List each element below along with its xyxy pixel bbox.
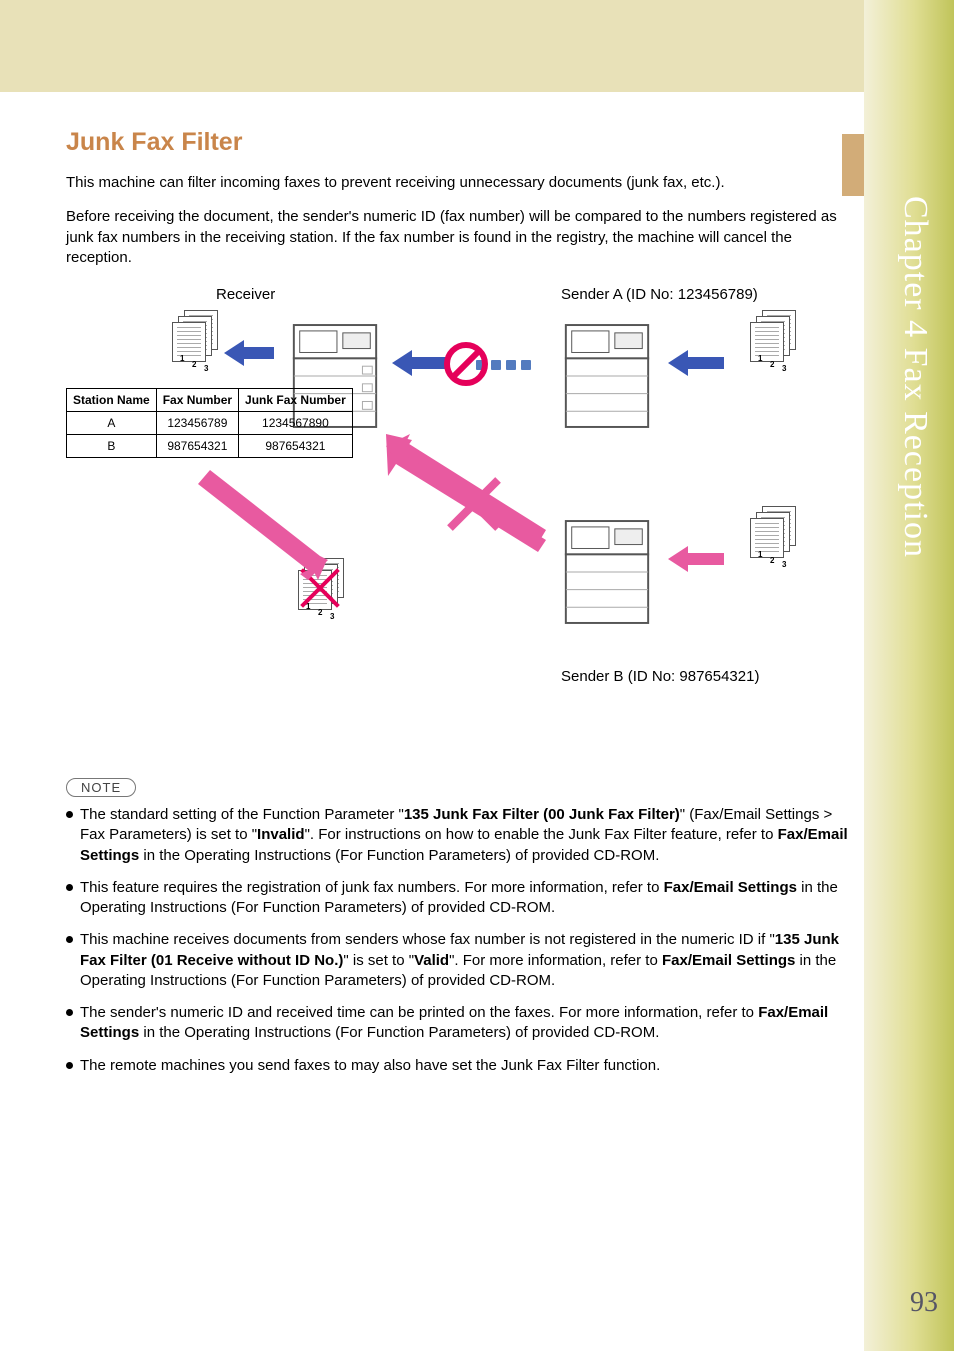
intro-paragraph-1: This machine can filter incoming faxes t… — [66, 173, 848, 193]
note-list: The standard setting of the Function Par… — [66, 805, 848, 1076]
pink-arrow-icon — [668, 544, 724, 574]
content-area: Junk Fax Filter This machine can filter … — [66, 128, 848, 1088]
chapter-label: Chapter 4 Fax Reception — [896, 196, 934, 558]
diagram: Receiver Sender A (ID No: 123456789) Sen… — [66, 286, 848, 706]
pink-x-icon — [446, 476, 502, 532]
sender-b-machine-icon — [558, 512, 656, 632]
page-number: 93 — [910, 1287, 938, 1319]
note-badge: NOTE — [66, 778, 136, 797]
note-item: The standard setting of the Function Par… — [66, 805, 848, 866]
junk-fax-table: Station Name Fax Number Junk Fax Number … — [66, 388, 353, 458]
receiver-label: Receiver — [216, 286, 275, 303]
note-item: The remote machines you send faxes to ma… — [66, 1056, 848, 1076]
prohibit-icon — [444, 342, 488, 386]
table-header-row: Station Name Fax Number Junk Fax Number — [67, 389, 353, 412]
col-junk-fax-number: Junk Fax Number — [239, 389, 353, 412]
sender-a-machine-icon — [558, 316, 656, 436]
doc-stack-sender-b: 1 2 3 — [750, 506, 798, 560]
note-item: This feature requires the registration o… — [66, 878, 848, 919]
table-row: B 987654321 987654321 — [67, 435, 353, 458]
blue-arrow-icon — [224, 338, 274, 368]
sender-b-label: Sender B (ID No: 987654321) — [561, 668, 759, 685]
sender-a-label: Sender A (ID No: 123456789) — [561, 286, 758, 303]
section-heading: Junk Fax Filter — [66, 128, 848, 157]
top-band — [0, 0, 954, 92]
note-item: The sender's numeric ID and received tim… — [66, 1003, 848, 1044]
blue-arrow-icon — [668, 348, 724, 378]
table-row: A 123456789 1234567890 — [67, 412, 353, 435]
blue-arrow-icon — [392, 348, 448, 378]
col-station-name: Station Name — [67, 389, 157, 412]
pink-arrow-diag-icon — [198, 470, 328, 580]
doc-stack-sender-a: 1 2 3 — [750, 310, 798, 364]
doc-stack-receiver: 1 2 3 — [172, 310, 220, 364]
intro-paragraph-2: Before receiving the document, the sende… — [66, 207, 848, 268]
note-item: This machine receives documents from sen… — [66, 930, 848, 991]
col-fax-number: Fax Number — [156, 389, 238, 412]
